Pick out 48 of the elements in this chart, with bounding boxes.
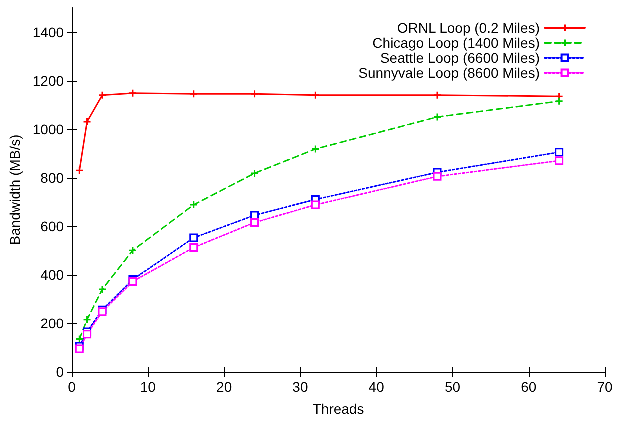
point [75,344,84,354]
x-tick-label: 30 [292,379,308,395]
legend-label: Sunnyvale Loop (8600 Miles) [358,65,540,81]
point [190,234,198,242]
point [83,330,92,339]
point [98,91,107,100]
y-tick-label: 800 [40,170,64,186]
y-tick-label: 1400 [32,24,64,40]
point [83,316,92,324]
point [311,91,320,100]
point [433,91,442,100]
point [250,218,260,228]
point [433,172,442,181]
point [190,244,198,252]
y-tick-label: 0 [56,364,64,380]
x-tick-label: 60 [521,379,537,395]
point [83,118,92,126]
point [128,246,138,255]
x-tick-label: 10 [140,379,156,395]
y-tick-label: 1200 [32,72,64,89]
point [311,144,320,154]
y-tick-label: 1000 [32,121,64,138]
x-axis-title: Threads [312,401,364,417]
point [555,148,564,157]
point [190,200,198,210]
legend-label: Chicago Loop (1400 Miles) [372,35,540,51]
point [190,90,198,98]
y-tick-label: 200 [40,315,64,332]
point [128,89,138,98]
point [250,211,260,220]
x-tick-label: 0 [68,379,76,395]
point [433,112,442,122]
point [555,156,564,166]
legend-label: Seattle Loop (6600 Miles) [380,50,540,66]
point [98,285,107,294]
y-tick-label: 400 [40,266,64,283]
point [555,97,564,106]
point [311,200,320,210]
y-tick-label: 600 [40,218,64,234]
x-tick-label: 20 [216,379,232,395]
point [250,169,260,178]
x-tick-label: 70 [597,379,613,395]
y-axis-title: Bandwidth (MB/s) [7,134,23,246]
point [250,90,260,98]
legend-label: ORNL Loop (0.2 Miles) [397,20,540,36]
point [75,334,84,344]
x-tick-label: 50 [444,379,461,395]
x-tick-label: 40 [368,379,385,395]
